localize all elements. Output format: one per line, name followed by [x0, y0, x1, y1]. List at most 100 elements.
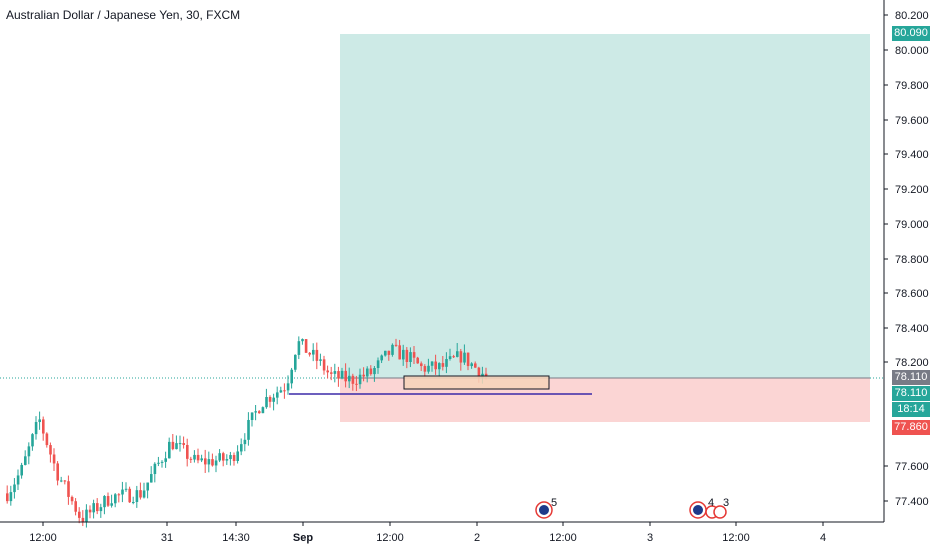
time-tick-label: 2: [474, 532, 480, 544]
candle-body: [157, 462, 160, 464]
candle-body: [294, 354, 297, 370]
candle-body: [355, 383, 358, 385]
candle-body: [394, 344, 398, 346]
economic-event-group-1[interactable]: 5: [535, 497, 557, 519]
candle-body: [222, 453, 225, 461]
candle-body: [146, 482, 149, 491]
price-tick-label: 79.000: [895, 219, 929, 231]
candle-body: [211, 459, 214, 466]
candle-body: [409, 352, 412, 362]
candle-body: [254, 411, 257, 413]
candle-body: [139, 490, 142, 498]
price-tick-label: 79.600: [895, 115, 929, 127]
candle-body: [315, 349, 319, 361]
candle-body: [438, 363, 441, 370]
candle-body: [70, 496, 74, 502]
candle-body: [348, 375, 351, 382]
candle-body: [189, 458, 193, 460]
candle-body: [34, 422, 38, 435]
candle-body: [236, 451, 239, 461]
candle-body: [16, 475, 20, 485]
candle-body: [427, 365, 430, 372]
entry-price-tag: 78.110: [892, 386, 930, 401]
candle-body: [128, 488, 131, 503]
candle-body: [430, 361, 434, 366]
candle-body: [204, 458, 207, 465]
candle-body: [196, 454, 200, 461]
candle-body: [200, 458, 203, 461]
candle-body: [391, 344, 394, 355]
candle-body: [268, 396, 272, 402]
candle-body: [160, 461, 164, 463]
candle-body: [207, 459, 211, 465]
candle-body: [484, 373, 488, 377]
candle-body: [322, 359, 326, 371]
candle-body: [459, 351, 463, 363]
candle-body: [351, 375, 355, 384]
price-axis[interactable]: 80.200 80.000 79.800 79.600 79.400 79.200 79.0…: [884, 10, 929, 508]
candle-body: [142, 490, 146, 498]
candle-body: [387, 350, 391, 355]
candle-body: [171, 441, 175, 450]
candle-body: [416, 357, 419, 364]
profit-zone[interactable]: [340, 34, 870, 378]
candle-body: [366, 368, 369, 377]
candle-body: [214, 460, 218, 466]
symbol-title: Australian Dollar / Japanese Yen, 30, FX…: [6, 8, 241, 22]
price-tick-label: 79.800: [895, 80, 929, 92]
candle-body: [250, 412, 254, 420]
target-price-tag: 80.090: [892, 26, 930, 41]
candle-body: [110, 503, 113, 506]
candle-body: [193, 454, 196, 460]
candle-body: [63, 480, 67, 482]
candle-body: [402, 349, 405, 360]
candle-body: [121, 489, 124, 495]
candle-body: [362, 374, 365, 377]
candle-body: [405, 349, 409, 362]
candle-body: [308, 352, 311, 355]
candle-body: [164, 458, 167, 462]
price-tick-label: 77.400: [895, 496, 929, 508]
economic-event-group-2[interactable]: 4 3: [689, 497, 729, 519]
candle-body: [380, 355, 383, 361]
candle-body: [243, 439, 247, 445]
candle-body: [279, 390, 283, 393]
price-tick-label: 80.000: [895, 45, 929, 57]
candle-body: [358, 374, 362, 385]
candle-body: [106, 496, 110, 506]
candle-body: [74, 501, 77, 512]
event-count-2a: 4: [708, 497, 714, 509]
candle-body: [247, 419, 250, 440]
candle-body: [182, 443, 185, 445]
price-tick-label: 80.200: [895, 10, 929, 22]
candle-body: [78, 511, 81, 518]
candle-body: [477, 367, 481, 378]
candle-body: [261, 407, 265, 414]
price-tick-label: 78.600: [895, 288, 929, 300]
last-price-tag: 78.110: [892, 370, 930, 385]
candle-body: [225, 459, 229, 461]
candle-body: [474, 363, 477, 368]
range-rectangle[interactable]: [403, 375, 550, 390]
candle-body: [330, 372, 333, 374]
candle-body: [344, 370, 347, 382]
candle-body: [178, 443, 182, 445]
candle-body: [448, 356, 452, 359]
candle-body: [60, 480, 63, 482]
candle-body: [24, 456, 27, 465]
candle-body: [326, 370, 329, 373]
time-tick-label: 12:00: [549, 532, 577, 544]
time-axis[interactable]: 12:00 31 14:30 Sep 12:00 2 12:00 3 12:00 4: [29, 522, 826, 544]
candle-body: [45, 433, 49, 446]
candle-body: [42, 419, 45, 434]
price-tick-label: 78.200: [895, 357, 929, 369]
candle-body: [218, 453, 221, 461]
bar-countdown-tag: 18:14: [892, 402, 930, 417]
candle-body: [452, 356, 455, 358]
time-tick-label: 4: [820, 532, 826, 544]
candle-body: [373, 368, 376, 375]
candle-body: [117, 494, 121, 496]
time-tick-label: 3: [647, 532, 653, 544]
candle-body: [88, 509, 92, 513]
